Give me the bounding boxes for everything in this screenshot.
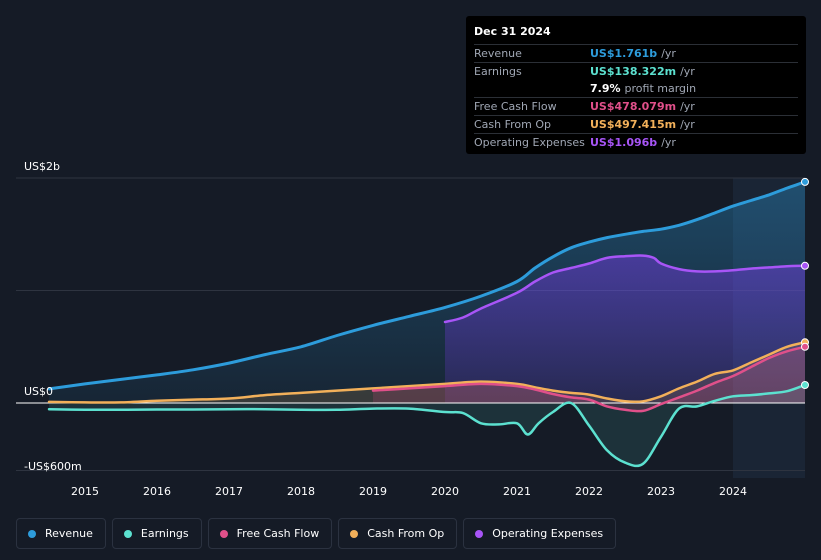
revenue-endpoint — [801, 177, 809, 186]
legend-label: Earnings — [140, 527, 189, 540]
x-tick-label: 2024 — [719, 485, 747, 498]
operating-expenses-endpoint — [801, 261, 809, 270]
profit-margin-text: profit margin — [624, 82, 697, 95]
revenue-line — [47, 180, 807, 391]
tooltip-value: US$1.096b — [590, 136, 658, 149]
legend-item-free-cash-flow[interactable]: Free Cash Flow — [207, 518, 333, 549]
x-tick-label: 2017 — [215, 485, 243, 498]
tooltip-row-margin: 7.9% profit margin — [474, 80, 798, 97]
tooltip-label: Earnings — [474, 65, 522, 78]
x-tick-label: 2015 — [71, 485, 99, 498]
tooltip-value: US$138.322m — [590, 65, 677, 78]
tooltip-unit: /yr — [680, 100, 695, 113]
legend: Revenue Earnings Free Cash Flow Cash Fro… — [16, 518, 617, 549]
tooltip-value: US$497.415m — [590, 118, 677, 131]
x-tick-label: 2023 — [647, 485, 675, 498]
tooltip-unit: /yr — [661, 47, 676, 60]
legend-label: Free Cash Flow — [236, 527, 320, 540]
legend-label: Cash From Op — [367, 527, 445, 540]
tooltip-label: Operating Expenses — [474, 136, 585, 149]
y-tick-label-bottom: -US$600m — [24, 460, 82, 473]
earnings-dot-icon — [123, 529, 132, 538]
tooltip-row-earnings: Earnings US$138.322m /yr — [474, 62, 798, 80]
tooltip-label: Free Cash Flow — [474, 100, 557, 113]
operating-expenses-area — [445, 255, 805, 403]
operating-expenses-dot-icon — [475, 529, 484, 538]
cash-from-op-dot-icon — [350, 529, 359, 538]
legend-item-cash-from-op[interactable]: Cash From Op — [338, 518, 458, 549]
tooltip-date: Dec 31 2024 — [474, 25, 551, 38]
earnings-endpoint — [801, 381, 809, 389]
tooltip-row-revenue: Revenue US$1.761b /yr — [474, 44, 798, 62]
x-tick-label: 2022 — [575, 485, 603, 498]
tooltip-value: US$478.079m — [590, 100, 677, 113]
earnings-line — [47, 383, 807, 468]
x-tick-label: 2020 — [431, 485, 459, 498]
cash-from-op-line — [47, 341, 807, 404]
legend-item-operating-expenses[interactable]: Operating Expenses — [463, 518, 617, 549]
operating-expenses-line — [443, 254, 807, 324]
legend-label: Revenue — [45, 527, 93, 540]
profit-margin-value: 7.9% — [590, 82, 621, 95]
free-cash-flow-line — [371, 345, 807, 413]
tooltip-label: Revenue — [474, 47, 522, 60]
tooltip-row-cfo: Cash From Op US$497.415m /yr — [474, 115, 798, 133]
tooltip-label: Cash From Op — [474, 118, 552, 131]
free-cash-flow-area — [373, 346, 805, 412]
x-tick-label: 2016 — [143, 485, 171, 498]
tooltip-unit: /yr — [661, 136, 676, 149]
free-cash-flow-dot-icon — [219, 529, 228, 538]
tooltip-row-fcf: Free Cash Flow US$478.079m /yr — [474, 97, 798, 115]
legend-label: Operating Expenses — [492, 527, 604, 540]
tooltip-row-opex: Operating Expenses US$1.096b /yr — [474, 133, 798, 151]
tooltip-unit: /yr — [680, 118, 695, 131]
legend-item-revenue[interactable]: Revenue — [16, 518, 106, 549]
x-tick-label: 2018 — [287, 485, 315, 498]
tooltip-unit: /yr — [680, 65, 695, 78]
x-tick-label: 2019 — [359, 485, 387, 498]
tooltip-value: US$1.761b — [590, 47, 658, 60]
free-cash-flow-endpoint — [801, 342, 809, 351]
y-tick-label-top: US$2b — [24, 160, 60, 173]
revenue-dot-icon — [28, 529, 36, 538]
x-tick-label: 2021 — [503, 485, 531, 498]
legend-item-earnings[interactable]: Earnings — [111, 518, 202, 549]
tooltip-panel: Dec 31 2024 Revenue US$1.761b /yr Earnin… — [466, 16, 806, 154]
earnings-area — [49, 385, 805, 466]
y-tick-label-zero: US$0 — [24, 385, 53, 398]
